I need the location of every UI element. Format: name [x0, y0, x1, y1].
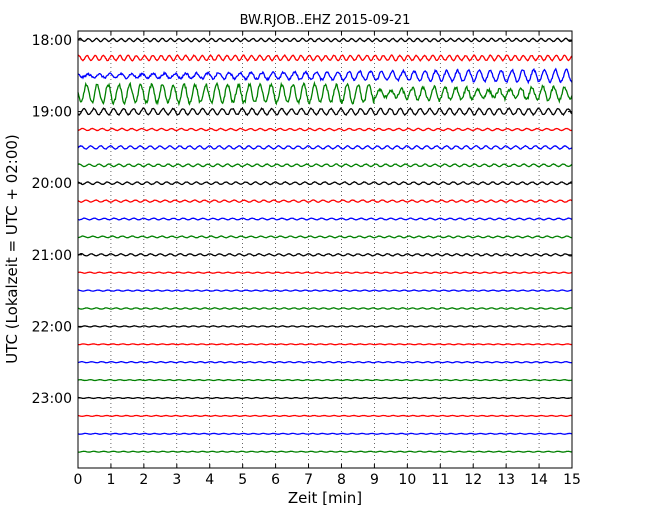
x-tick-label: 7 — [304, 472, 313, 488]
y-tick-labels: 18:00 19:00 20:00 21:00 22:00 23:00 — [32, 33, 72, 407]
y-tick-label: 22:00 — [32, 319, 72, 335]
trace-group — [77, 37, 573, 453]
x-tick-label: 1 — [106, 472, 115, 488]
x-tick-label: 13 — [497, 472, 515, 488]
trace-2030 — [77, 217, 573, 221]
trace-2100 — [77, 252, 573, 257]
y-axis-label: UTC (Lokalzeit = UTC + 02:00) — [3, 134, 21, 364]
y-tick-label: 18:00 — [32, 33, 72, 49]
trace-2115 — [77, 271, 573, 274]
trace-1945 — [77, 163, 573, 168]
trace-2300 — [77, 396, 573, 400]
x-axis-label: Zeit [min] — [288, 489, 362, 507]
trace-1815 — [77, 53, 573, 62]
x-tick-label: 3 — [172, 472, 181, 488]
trace-2045 — [77, 235, 573, 239]
trace-2015 — [77, 199, 573, 203]
x-tick-labels: 0 1 2 3 4 5 6 7 8 9 10 11 12 13 14 15 — [74, 472, 581, 488]
trace-2245 — [77, 378, 573, 382]
trace-1800 — [77, 37, 573, 43]
x-tick-label: 0 — [74, 472, 83, 488]
x-tick-label: 11 — [431, 472, 449, 488]
x-tick-label: 15 — [563, 472, 581, 488]
x-tick-label: 9 — [370, 472, 379, 488]
x-tick-label: 5 — [238, 472, 247, 488]
chart-title: BW.RJOB..EHZ 2015-09-21 — [240, 13, 411, 28]
x-tick-label: 2 — [139, 472, 148, 488]
trace-2130 — [78, 289, 573, 292]
trace-2145 — [77, 307, 573, 310]
trace-2315 — [77, 414, 573, 418]
x-tick-label: 8 — [337, 472, 346, 488]
grid-lines — [110, 31, 540, 468]
x-tick-label: 12 — [464, 472, 482, 488]
trace-2345 — [77, 450, 573, 453]
trace-1930 — [77, 144, 573, 150]
y-tick-label: 20:00 — [32, 176, 72, 192]
plot-frame — [77, 30, 573, 469]
trace-2330 — [77, 432, 573, 435]
trace-1830 — [77, 67, 573, 85]
trace-2000 — [77, 181, 573, 186]
x-tick-label: 10 — [398, 472, 416, 488]
y-tick-label: 23:00 — [32, 391, 72, 407]
trace-2215 — [78, 343, 573, 346]
y-tick-label: 19:00 — [32, 105, 72, 121]
trace-1845 — [77, 80, 573, 107]
x-tick-label: 14 — [530, 472, 548, 488]
y-tick-label: 21:00 — [32, 248, 72, 264]
x-tick-label: 6 — [271, 472, 280, 488]
trace-2230 — [77, 360, 573, 364]
trace-1915 — [77, 127, 573, 132]
x-tick-label: 4 — [205, 472, 214, 488]
trace-2200 — [77, 325, 573, 328]
trace-1900 — [77, 106, 573, 117]
